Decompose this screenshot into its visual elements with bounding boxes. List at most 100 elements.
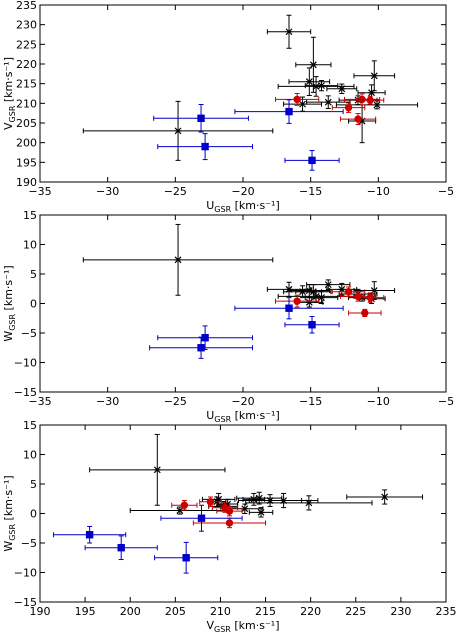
x-tick-label: 200 <box>120 605 141 618</box>
y-tick-label: 15 <box>23 419 37 432</box>
marker-square <box>308 321 316 329</box>
x-tick-label: −5 <box>438 185 454 198</box>
y-axis-label: VGSR [km·s⁻¹] <box>2 57 17 130</box>
series-2 <box>171 496 267 529</box>
x-tick-label: 235 <box>436 605 457 618</box>
data-point <box>348 98 377 144</box>
y-tick-label: −10 <box>14 357 37 370</box>
data-point <box>89 433 226 506</box>
x-tick-label: −10 <box>367 185 390 198</box>
y-tick-label: 205 <box>16 117 37 130</box>
x-tick-label: −35 <box>28 185 51 198</box>
series-2 <box>274 93 385 126</box>
marker-circle <box>354 115 362 123</box>
marker-square <box>285 107 293 116</box>
data-point <box>82 100 274 161</box>
series-1 <box>89 433 424 518</box>
data-point <box>171 500 198 511</box>
data-point <box>288 284 331 297</box>
data-point <box>153 104 249 133</box>
panel-1: −35 −30 −25 −20 −15 −10 −5 190 195 200 205 210 215 22… <box>2 0 454 214</box>
data-point <box>326 83 358 94</box>
data-point <box>266 14 312 49</box>
data-point <box>348 308 382 317</box>
x-tick-label: −30 <box>96 395 119 408</box>
series-1 <box>82 14 419 161</box>
y-tick-label: 5 <box>30 268 37 281</box>
series-3 <box>153 99 344 171</box>
marker-circle <box>180 501 189 509</box>
marker-square <box>201 334 209 342</box>
data-point <box>84 535 158 561</box>
data-point <box>242 492 266 506</box>
marker-square <box>117 544 125 552</box>
y-tick-label: 195 <box>16 156 37 169</box>
x-tick-label: −20 <box>231 185 254 198</box>
y-tick-label: 190 <box>16 176 37 189</box>
y-tick-label: 215 <box>16 78 37 91</box>
data-point <box>160 504 243 532</box>
data-point <box>356 292 385 303</box>
data-point <box>248 507 274 518</box>
marker-circle <box>354 292 362 301</box>
data-point <box>288 67 331 96</box>
data-point <box>157 133 253 161</box>
marker-circle <box>225 519 234 527</box>
data-point <box>216 505 243 517</box>
marker-square <box>197 514 206 522</box>
data-point <box>199 496 222 507</box>
y-tick-label: 210 <box>16 97 37 110</box>
y-tick-label: −5 <box>21 537 37 550</box>
marker-circle <box>366 96 374 104</box>
y-tick-label: −5 <box>21 327 37 340</box>
x-axis-label: VGSR [km·s⁻¹] <box>207 619 280 633</box>
y-tick-label: −10 <box>14 567 37 580</box>
y-tick-label: 200 <box>16 137 37 150</box>
y-tick-label: 220 <box>16 58 37 71</box>
x-tick-label: 230 <box>390 605 411 618</box>
data-point <box>339 113 377 126</box>
data-point <box>274 294 320 308</box>
data-point <box>346 489 424 505</box>
data-points <box>53 433 424 574</box>
data-point <box>284 315 340 334</box>
y-axis-label: WGSR [km·s⁻¹] <box>2 265 17 341</box>
y-tick-label: 5 <box>30 478 37 491</box>
marker-circle <box>344 288 353 296</box>
x-tick-label: −25 <box>164 395 187 408</box>
y-tick-label: −15 <box>14 386 37 399</box>
marker-circle <box>358 95 366 104</box>
data-point <box>82 223 274 296</box>
marker-circle <box>361 309 369 317</box>
data-point <box>248 492 319 509</box>
data-point <box>306 95 351 109</box>
x-axis-label: UGSR [km·s⁻¹] <box>206 409 280 424</box>
marker-circle <box>293 95 301 104</box>
x-tick-label: −10 <box>367 395 390 408</box>
data-point <box>353 281 396 300</box>
y-tick-label: 230 <box>16 19 37 32</box>
panel-3: 190 195 200 205 210 215 220 225 230 235 −15 −10 −5 0 5… <box>2 419 457 633</box>
data-point <box>353 60 396 92</box>
marker-circle <box>344 103 353 112</box>
x-tick-label: −20 <box>231 395 254 408</box>
x-tick-label: −15 <box>299 395 322 408</box>
y-tick-label: 225 <box>16 38 37 51</box>
x-tick-label: 190 <box>30 605 51 618</box>
y-tick-label: −15 <box>14 596 37 609</box>
data-points <box>82 223 396 359</box>
x-tick-label: 220 <box>300 605 321 618</box>
data-point <box>157 325 253 351</box>
data-point <box>154 541 219 574</box>
data-point <box>304 80 339 92</box>
data-point <box>234 99 344 124</box>
marker-square <box>197 114 205 122</box>
x-tick-label: −5 <box>438 395 454 408</box>
x-tick-label: 195 <box>75 605 96 618</box>
data-point <box>277 290 355 303</box>
data-point <box>192 517 267 529</box>
data-point <box>356 95 385 105</box>
series-3 <box>53 504 243 574</box>
marker-circle <box>366 293 374 302</box>
